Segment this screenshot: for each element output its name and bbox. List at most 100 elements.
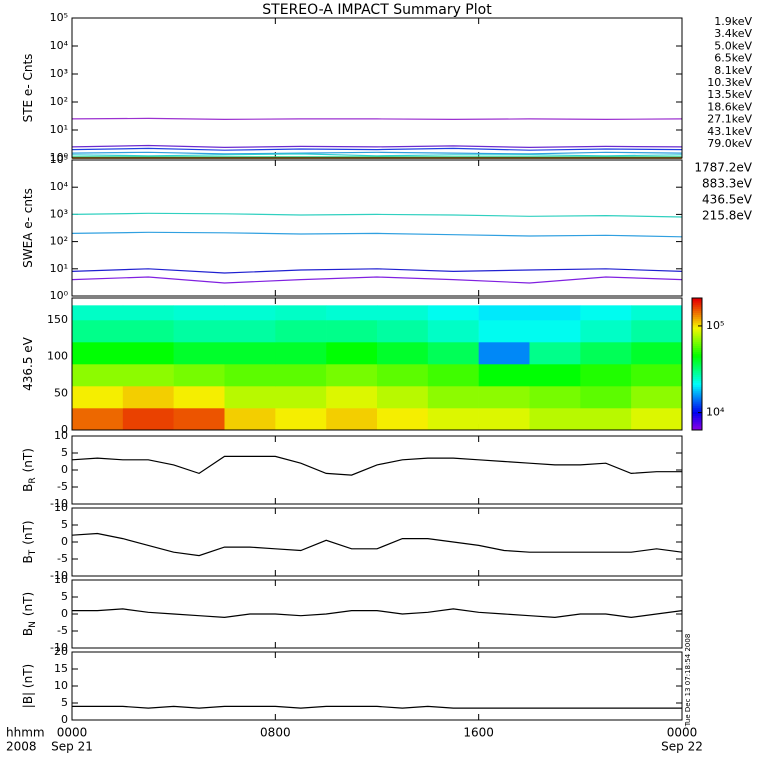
colorbar-segment [692, 368, 702, 371]
colorbar-segment [692, 304, 702, 307]
heatmap-cell [631, 364, 683, 387]
series-line [71, 231, 683, 238]
colorbar-segment [692, 388, 702, 392]
y-label-unit: (nT) [21, 592, 35, 616]
colorbar-segment [692, 302, 702, 305]
heatmap-cell [478, 408, 530, 431]
colorbar-segment [692, 300, 702, 303]
y-label-main: 436.5 eV [21, 336, 35, 391]
colorbar-segment [692, 308, 702, 311]
colorbar-segment [692, 374, 702, 377]
colorbar-segment [692, 372, 702, 375]
heatmap-cell [173, 305, 225, 321]
plot-title: STEREO-A IMPACT Summary Plot [262, 2, 492, 18]
y-label-main: B [21, 555, 35, 563]
legend-entry: 13.5keV [707, 88, 752, 101]
heatmap-cell [72, 364, 124, 387]
heatmap-cell [580, 342, 632, 365]
y-tick-label: 10⁰ [50, 151, 69, 164]
panel-frame [71, 507, 683, 577]
y-label-sub: N [28, 621, 38, 628]
colorbar-segment [692, 382, 702, 386]
heatmap-cell [326, 386, 378, 409]
series-line [71, 276, 683, 284]
colorbar-segment [692, 417, 702, 421]
panel-frame [71, 297, 683, 431]
colorbar-segment [692, 335, 702, 338]
y-tick-label: 5 [61, 696, 68, 709]
y-tick-label: 0 [61, 713, 68, 726]
colorbar-segment [692, 384, 702, 388]
heatmap-cell [122, 364, 174, 387]
timestamp: Tue Dec 13 07:18:54 2008 [684, 634, 692, 728]
colorbar-segment [692, 407, 702, 410]
y-label-main: B [21, 628, 35, 636]
series-line [71, 144, 683, 149]
y-tick-label: -5 [57, 552, 68, 565]
heatmap-cell [427, 408, 479, 431]
series-line [71, 455, 682, 476]
colorbar-segment [692, 357, 702, 361]
colorbar-segment [692, 333, 702, 336]
y-tick-label: 10³ [50, 67, 68, 80]
series-line [71, 151, 683, 155]
y-tick-label: 15 [54, 662, 68, 675]
heatmap-cell [427, 364, 479, 387]
y-label-main: SWEA e- cnts [21, 188, 35, 268]
x-date-label: Sep 22 [661, 740, 703, 754]
legend-entry: 1787.2eV [694, 161, 752, 175]
y-label-main: STE e- Cnts [21, 54, 35, 123]
heatmap-cell [122, 408, 174, 431]
y-tick-label: 20 [54, 645, 68, 658]
x-tick-label: 0800 [260, 726, 291, 740]
y-tick-label: 10² [50, 235, 68, 248]
colorbar-segment [692, 343, 702, 346]
x-axis-label: hhmm [6, 726, 45, 740]
colorbar-segment [692, 421, 702, 425]
legend-entry: 8.1keV [714, 64, 752, 77]
colorbar-segment [692, 423, 702, 427]
heatmap-cell [326, 408, 378, 431]
legend-entry: 436.5eV [702, 193, 753, 207]
heatmap-cell [580, 305, 632, 321]
y-tick-label: -5 [57, 480, 68, 493]
heatmap-cell [275, 320, 327, 343]
heatmap-cell [529, 342, 581, 365]
colorbar-segment [692, 310, 702, 313]
y-tick-label: 10 [54, 573, 68, 586]
y-label-unit: (nT) [21, 448, 35, 472]
x-tick-label: 0000 [57, 726, 88, 740]
heatmap-cell [326, 364, 378, 387]
legend-entry: 6.5keV [714, 52, 752, 65]
y-tick-label: 10 [54, 501, 68, 514]
y-tick-label: 10¹ [50, 123, 68, 136]
colorbar-segment [692, 366, 702, 369]
colorbar-segment [692, 322, 702, 326]
y-axis-label: BT (nT) [21, 520, 38, 563]
heatmap-cell [122, 342, 174, 365]
heatmap-cell [377, 408, 429, 431]
heatmap-cell [173, 364, 225, 387]
colorbar-segment [692, 419, 702, 423]
y-tick-label: 10⁵ [50, 11, 68, 24]
colorbar-segment [692, 392, 702, 396]
colorbar-segment [692, 359, 702, 363]
heatmap-cell [275, 408, 327, 431]
heatmap-cell [173, 386, 225, 409]
y-tick-label: 10³ [50, 207, 68, 220]
heatmap-cell [326, 342, 378, 365]
y-tick-label: 5 [61, 518, 68, 531]
colorbar-segment [692, 298, 702, 301]
heatmap-cell [377, 364, 429, 387]
colorbar-segment [692, 390, 702, 394]
heatmap-cell [427, 386, 479, 409]
y-tick-label: 10 [54, 429, 68, 442]
y-tick-label: -10 [50, 569, 68, 582]
series-line [72, 705, 682, 709]
y-label-main: B [21, 484, 35, 492]
colorbar-segment [692, 380, 702, 384]
heatmap-cell [631, 320, 683, 343]
colorbar-segment [692, 351, 702, 355]
heatmap-cell [224, 386, 276, 409]
legend-entry: 1.9keV [714, 15, 752, 28]
